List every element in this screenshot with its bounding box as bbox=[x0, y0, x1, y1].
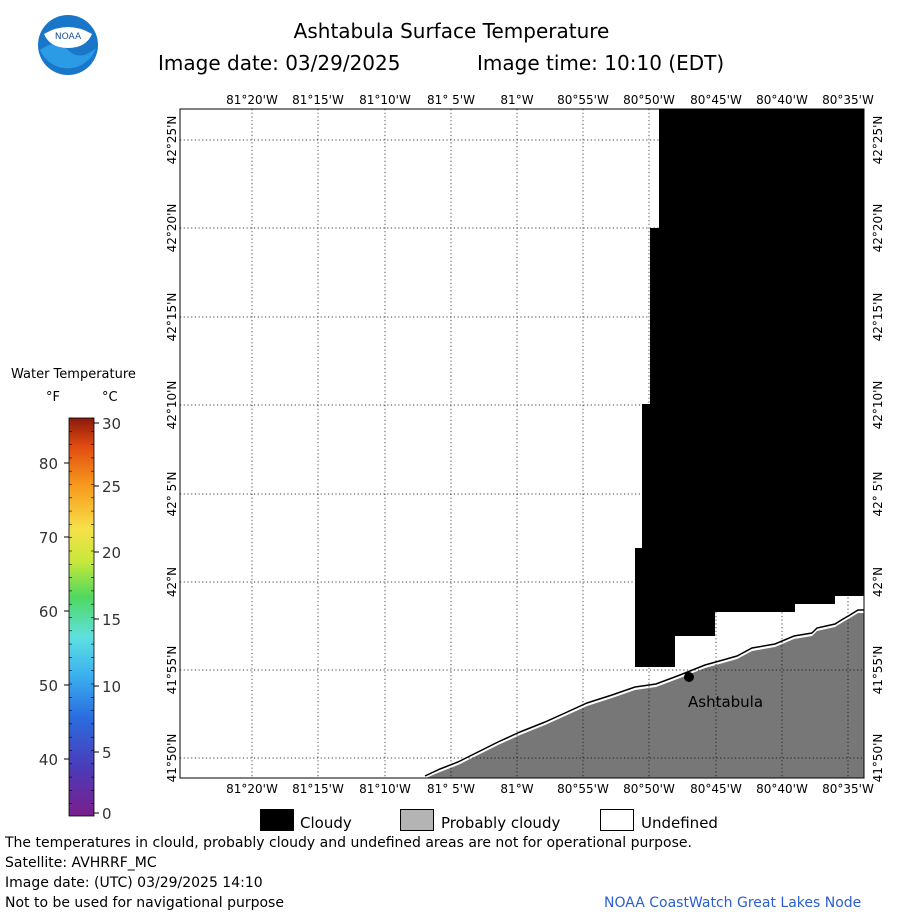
lon-label-bottom: 80°35'W bbox=[822, 782, 874, 796]
lat-label-left: 41°55'N bbox=[165, 646, 179, 695]
c-tick-label: 10 bbox=[102, 678, 121, 696]
legend-swatch-undefined bbox=[600, 809, 634, 831]
lon-label-top: 80°40'W bbox=[756, 93, 808, 107]
lon-label-bottom: 81° 5'W bbox=[427, 782, 475, 796]
unit-fahrenheit: °F bbox=[46, 390, 60, 405]
map-title: Ashtabula Surface Temperature bbox=[293, 19, 610, 43]
cloud-notch bbox=[643, 395, 650, 404]
graticule bbox=[180, 109, 864, 778]
c-tick-label: 20 bbox=[102, 544, 121, 562]
lon-label-top: 80°55'W bbox=[557, 93, 609, 107]
legend-swatch-cloudy bbox=[260, 809, 294, 831]
c-tick-label: 0 bbox=[102, 805, 112, 823]
color-scale-title: Water Temperature bbox=[11, 367, 136, 382]
coastline bbox=[424, 609, 864, 777]
lon-label-bottom: 81°15'W bbox=[292, 782, 344, 796]
lon-label-bottom: 81°W bbox=[500, 782, 533, 796]
cloud-area bbox=[635, 109, 864, 667]
coastline-white bbox=[424, 611, 864, 779]
f-tick-label: 70 bbox=[39, 529, 58, 547]
legend-label-undefined: Undefined bbox=[641, 814, 718, 832]
lon-label-top: 81°W bbox=[500, 93, 533, 107]
lon-label-top: 80°35'W bbox=[822, 93, 874, 107]
lon-label-bottom: 81°10'W bbox=[359, 782, 411, 796]
c-tick-label: 30 bbox=[102, 415, 121, 433]
logo-text: NOAA bbox=[55, 32, 82, 42]
footer-note: The temperatures in clould, probably clo… bbox=[5, 835, 692, 851]
f-tick-label: 40 bbox=[39, 751, 58, 769]
f-tick-label: 80 bbox=[39, 455, 58, 473]
lon-label-bottom: 80°45'W bbox=[690, 782, 742, 796]
lon-label-top: 81°20'W bbox=[226, 93, 278, 107]
lat-label-right: 42°15'N bbox=[871, 293, 885, 342]
lon-label-bottom: 80°50'W bbox=[623, 782, 675, 796]
lat-label-right: 42°10'N bbox=[871, 381, 885, 430]
noaa-logo: NOAA bbox=[38, 15, 98, 75]
f-tick-label: 60 bbox=[39, 603, 58, 621]
lon-labels-top: 81°20'W 81°15'W 81°10'W 81° 5'W 81°W 80°55'W 8… bbox=[226, 93, 874, 107]
lat-label-right: 41°50'N bbox=[871, 734, 885, 783]
legend-label-cloudy: Cloudy bbox=[300, 814, 352, 832]
lat-label-left: 42°20'N bbox=[165, 204, 179, 253]
lon-label-top: 81°15'W bbox=[292, 93, 344, 107]
lat-label-right: 42°20'N bbox=[871, 204, 885, 253]
footer-satellite: Satellite: AVHRRF_MC bbox=[5, 855, 157, 871]
c-tick-label: 25 bbox=[102, 478, 121, 496]
unit-celsius: °C bbox=[102, 390, 118, 405]
footer-credit: NOAA CoastWatch Great Lakes Node bbox=[604, 895, 862, 911]
ashtabula-label: Ashtabula bbox=[688, 693, 763, 711]
lon-label-top: 80°50'W bbox=[623, 93, 675, 107]
legend-label-probably-cloudy: Probably cloudy bbox=[441, 814, 561, 832]
lon-label-top: 80°45'W bbox=[690, 93, 742, 107]
lon-labels-bottom: 81°20'W 81°15'W 81°10'W 81° 5'W 81°W 80°55'W 8… bbox=[226, 782, 874, 796]
lon-label-bottom: 80°55'W bbox=[557, 782, 609, 796]
lat-label-right: 42°N bbox=[871, 567, 885, 597]
ashtabula-marker bbox=[684, 672, 694, 682]
lat-labels-right: 42°25'N 42°20'N 42°15'N 42°10'N 42° 5'N 42°N 4… bbox=[871, 116, 885, 783]
lat-label-left: 42° 5'N bbox=[165, 472, 179, 517]
lon-label-top: 81° 5'W bbox=[427, 93, 475, 107]
lat-label-right: 41°55'N bbox=[871, 646, 885, 695]
c-tick-label: 15 bbox=[102, 611, 121, 629]
lat-label-left: 42°N bbox=[165, 567, 179, 597]
legend-swatch-probably-cloudy bbox=[400, 809, 434, 831]
c-tick-label: 5 bbox=[102, 744, 112, 762]
color-bar bbox=[68, 417, 95, 817]
footer-utc-date: Image date: (UTC) 03/29/2025 14:10 bbox=[5, 875, 263, 891]
image-date: Image date: 03/29/2025 bbox=[158, 51, 401, 75]
lat-label-left: 41°50'N bbox=[165, 734, 179, 783]
lat-label-left: 42°10'N bbox=[165, 381, 179, 430]
lat-label-right: 42°25'N bbox=[871, 116, 885, 165]
celsius-ticks: 30 25 20 15 10 5 0 bbox=[91, 415, 121, 823]
footer-nav-warning: Not to be used for navigational purpose bbox=[5, 895, 284, 911]
lon-label-top: 81°10'W bbox=[359, 93, 411, 107]
fahrenheit-ticks: 80 70 60 50 40 bbox=[39, 417, 72, 805]
lat-labels-left: 42°25'N 42°20'N 42°15'N 42°10'N 42° 5'N 42°N 4… bbox=[165, 116, 179, 783]
map-frame bbox=[179, 108, 865, 779]
lon-label-bottom: 80°40'W bbox=[756, 782, 808, 796]
image-time: Image time: 10:10 (EDT) bbox=[477, 51, 725, 75]
lat-label-right: 42° 5'N bbox=[871, 472, 885, 517]
lat-label-left: 42°25'N bbox=[165, 116, 179, 165]
f-tick-label: 50 bbox=[39, 677, 58, 695]
lon-label-bottom: 81°20'W bbox=[226, 782, 278, 796]
lat-label-left: 42°15'N bbox=[165, 293, 179, 342]
land-area bbox=[425, 613, 864, 778]
